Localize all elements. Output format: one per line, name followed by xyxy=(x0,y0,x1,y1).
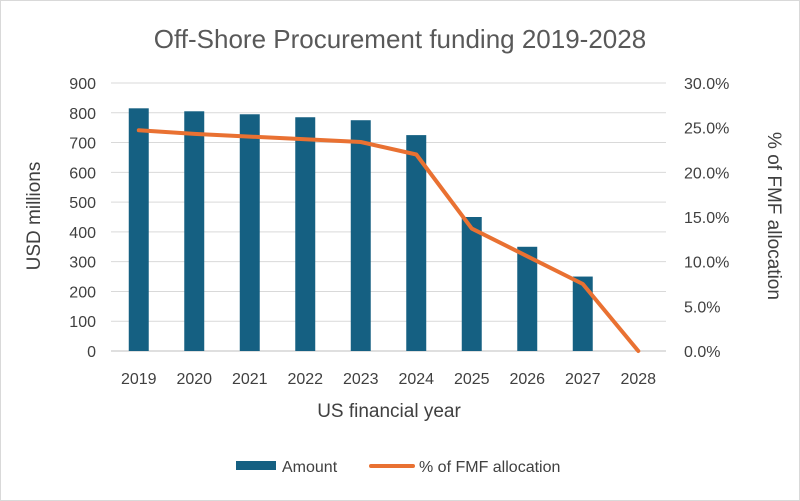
x-tick-label: 2024 xyxy=(398,371,434,388)
y2-tick-label: 25.0% xyxy=(684,121,729,138)
legend-label-fmf: % of FMF allocation xyxy=(419,459,560,476)
y-tick-label: 900 xyxy=(69,76,96,93)
x-tick-label: 2022 xyxy=(287,371,323,388)
y2-tick-label: 15.0% xyxy=(684,210,729,227)
chart-title: Off-Shore Procurement funding 2019-2028 xyxy=(154,24,646,54)
line-series xyxy=(136,128,641,353)
fmf-line xyxy=(136,128,641,353)
y-tick-label: 800 xyxy=(69,106,96,123)
y-tick-label: 700 xyxy=(69,136,96,153)
legend-label-amount: Amount xyxy=(282,459,338,476)
x-axis-title: US financial year xyxy=(317,401,461,422)
bar xyxy=(184,111,205,352)
y-tick-label: 600 xyxy=(69,165,96,182)
bar xyxy=(295,117,316,351)
bar xyxy=(572,276,593,351)
bar xyxy=(461,217,482,351)
left-axis-ticks: 0 100 200 300 400 500 600 700 800 900 xyxy=(69,76,96,361)
x-tick-label: 2023 xyxy=(343,371,379,388)
y-tick-label: 300 xyxy=(69,255,96,272)
x-tick-label: 2025 xyxy=(454,371,490,388)
y2-tick-label: 10.0% xyxy=(684,255,729,272)
y2-tick-label: 5.0% xyxy=(684,299,720,316)
y-tick-label: 0 xyxy=(87,344,96,361)
y-tick-label: 400 xyxy=(69,225,96,242)
x-tick-label: 2020 xyxy=(176,371,212,388)
y-tick-label: 100 xyxy=(69,314,96,331)
right-axis-ticks: 0.0% 5.0% 10.0% 15.0% 20.0% 25.0% 30.0% xyxy=(684,76,729,361)
bar xyxy=(406,135,427,351)
y-tick-label: 500 xyxy=(69,195,96,212)
y2-tick-label: 20.0% xyxy=(684,165,729,182)
bar xyxy=(517,246,538,351)
x-axis-ticks: 2019 2020 2021 2022 2023 2024 2025 2026 2027 2028 xyxy=(121,371,656,388)
y2-tick-label: 30.0% xyxy=(684,76,729,93)
legend: Amount % of FMF allocation xyxy=(236,459,560,476)
bar xyxy=(239,114,260,352)
x-tick-label: 2028 xyxy=(620,371,656,388)
y-axis-title: USD millions xyxy=(24,162,45,271)
y2-axis-title: % of FMF allocation xyxy=(763,132,784,300)
bar xyxy=(350,120,371,351)
x-tick-label: 2027 xyxy=(565,371,601,388)
y-tick-label: 200 xyxy=(69,284,96,301)
x-tick-label: 2021 xyxy=(232,371,268,388)
bar-series xyxy=(128,108,593,352)
x-tick-label: 2019 xyxy=(121,371,157,388)
y2-tick-label: 0.0% xyxy=(684,344,720,361)
x-tick-label: 2026 xyxy=(509,371,545,388)
legend-swatch-amount xyxy=(236,461,276,470)
bar xyxy=(128,108,149,351)
